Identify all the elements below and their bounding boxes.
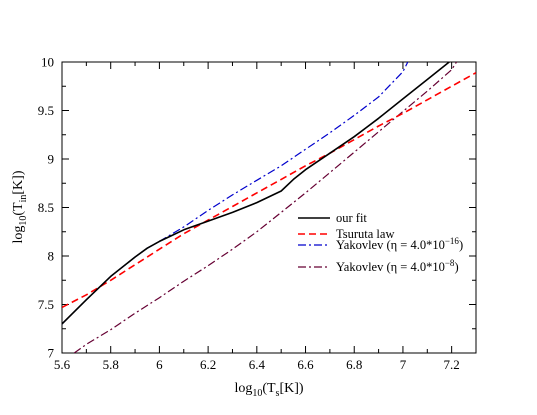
axis-ticks (61, 61, 476, 354)
series-line-yakovlev-1e-16 (62, 62, 409, 325)
legend: our fit Tsuruta law Yakovlev (η = 4.0*10… (298, 211, 463, 274)
series-line-yakovlev-1e-8 (73, 62, 458, 353)
legend-item-yakovlev-1e-8: Yakovlev (η = 4.0*10−8) (298, 258, 459, 274)
y-axis-label: log10(Tin[K]) (11, 170, 29, 243)
legend-label-yakovlev-1e-8: Yakovlev (η = 4.0*10−8) (336, 258, 459, 274)
x-tick-label: 6 (156, 357, 163, 372)
legend-label-yakovlev-1e-16: Yakovlev (η = 4.0*10−16) (336, 236, 463, 252)
series-line-our-fit (62, 62, 451, 325)
x-tick-label: 7.2 (444, 357, 460, 372)
y-tick-label: 9 (48, 152, 55, 167)
y-tick-label: 7.5 (38, 297, 54, 312)
series-line-tsuruta-law (62, 72, 476, 309)
series-lines (62, 62, 476, 353)
x-tick-label: 6.8 (346, 357, 362, 372)
x-tick-label: 5.6 (54, 357, 71, 372)
y-tick-label: 9.5 (38, 103, 54, 118)
x-tick-label: 7 (400, 357, 407, 372)
legend-label-tsuruta-law: Tsuruta law (336, 227, 394, 241)
x-tick-label: 6.2 (200, 357, 216, 372)
legend-item-our-fit: our fit (298, 211, 367, 225)
y-tick-label: 8 (48, 249, 55, 264)
x-tick-label: 6.6 (297, 357, 314, 372)
legend-item-yakovlev-1e-16: Yakovlev (η = 4.0*10−16) (298, 236, 463, 252)
legend-label-our-fit: our fit (336, 211, 367, 225)
axis-tick-labels: 5.6 5.8 6 6.2 6.4 6.6 6.8 7 7.2 7 7.5 8 8.5 9 9.5 10 (38, 55, 460, 373)
x-tick-label: 5.8 (103, 357, 119, 372)
y-tick-label: 7 (48, 346, 55, 361)
x-tick-label: 6.4 (249, 357, 266, 372)
y-tick-label: 8.5 (38, 200, 54, 215)
plot-frame (61, 61, 477, 354)
x-axis-label: log10(Ts[K]) (234, 381, 303, 399)
legend-item-tsuruta-law: Tsuruta law (298, 227, 394, 241)
y-tick-label: 10 (41, 55, 54, 70)
